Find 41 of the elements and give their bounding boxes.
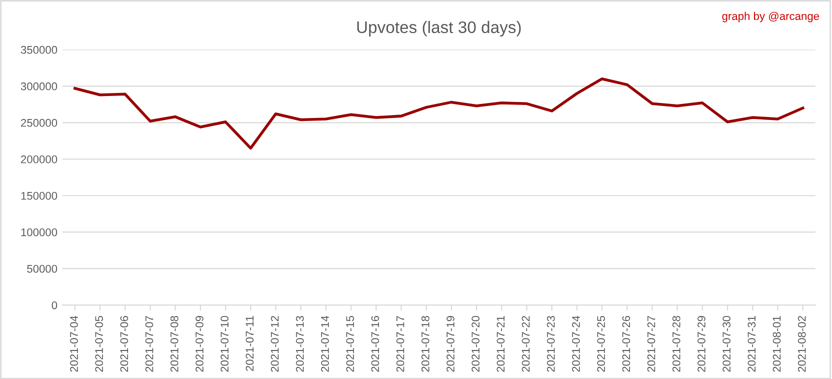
- x-tick-label: 2021-07-06: [120, 316, 128, 372]
- y-tick-label: 200000: [21, 155, 58, 164]
- x-tick-label: 2021-07-10: [220, 316, 229, 372]
- x-tick-label: 2021-07-27: [647, 316, 656, 372]
- chart-title: Upvotes (last 30 days): [357, 20, 521, 36]
- y-tick-label: 350000: [20, 46, 58, 54]
- x-tick-label: 2021-07-11: [246, 316, 254, 371]
- x-tick-label: 2021-07-08: [170, 316, 178, 372]
- x-tick-label: 2021-08-02: [798, 316, 806, 372]
- x-tick-label: 2021-07-13: [296, 316, 304, 372]
- y-tick-label: 100000: [21, 228, 58, 236]
- x-tick-label: 2021-07-14: [321, 316, 329, 372]
- x-tick-label: 2021-07-20: [472, 316, 480, 372]
- x-tick-label: 2021-07-19: [446, 316, 454, 372]
- x-tick-label: 2021-07-12: [270, 316, 279, 372]
- x-tick-label: 2021-07-28: [672, 316, 680, 372]
- x-tick-label: 2021-07-16: [371, 316, 380, 372]
- line-series: [74, 77, 804, 150]
- x-tick-label: 2021-07-30: [722, 316, 730, 372]
- y-tick-label: 0: [52, 301, 58, 310]
- x-tick-label: 2021-07-17: [396, 316, 404, 372]
- x-tick-label: 2021-07-04: [70, 316, 78, 372]
- x-tick-label: 2021-07-05: [95, 316, 104, 372]
- y-tick-label: 50000: [27, 264, 58, 273]
- x-tick-label: 2021-07-07: [145, 316, 154, 372]
- x-tick-label: 2021-07-22: [522, 316, 530, 372]
- y-tick-label: 150000: [21, 192, 58, 200]
- x-tick-label: 2021-07-24: [572, 316, 580, 372]
- x-tick-label: 2021-07-18: [421, 316, 430, 372]
- x-tick-label: 2021-08-01: [772, 316, 781, 372]
- x-tick-label: 2021-07-15: [346, 316, 354, 372]
- x-tick-label: 2021-07-21: [496, 316, 505, 372]
- x-tick-label: 2021-07-26: [622, 316, 630, 372]
- x-tick-label: 2021-07-09: [196, 316, 204, 372]
- x-tick-label: 2021-07-23: [546, 316, 555, 372]
- text: graph by @arcange: [722, 12, 820, 22]
- x-tick-label: 2021-07-31: [748, 316, 756, 372]
- x-tick-label: 2021-07-25: [597, 316, 606, 372]
- y-tick-label: 250000: [21, 118, 58, 127]
- x-tick-label: 2021-07-29: [698, 316, 706, 372]
- y-tick-label: 300000: [20, 82, 58, 90]
